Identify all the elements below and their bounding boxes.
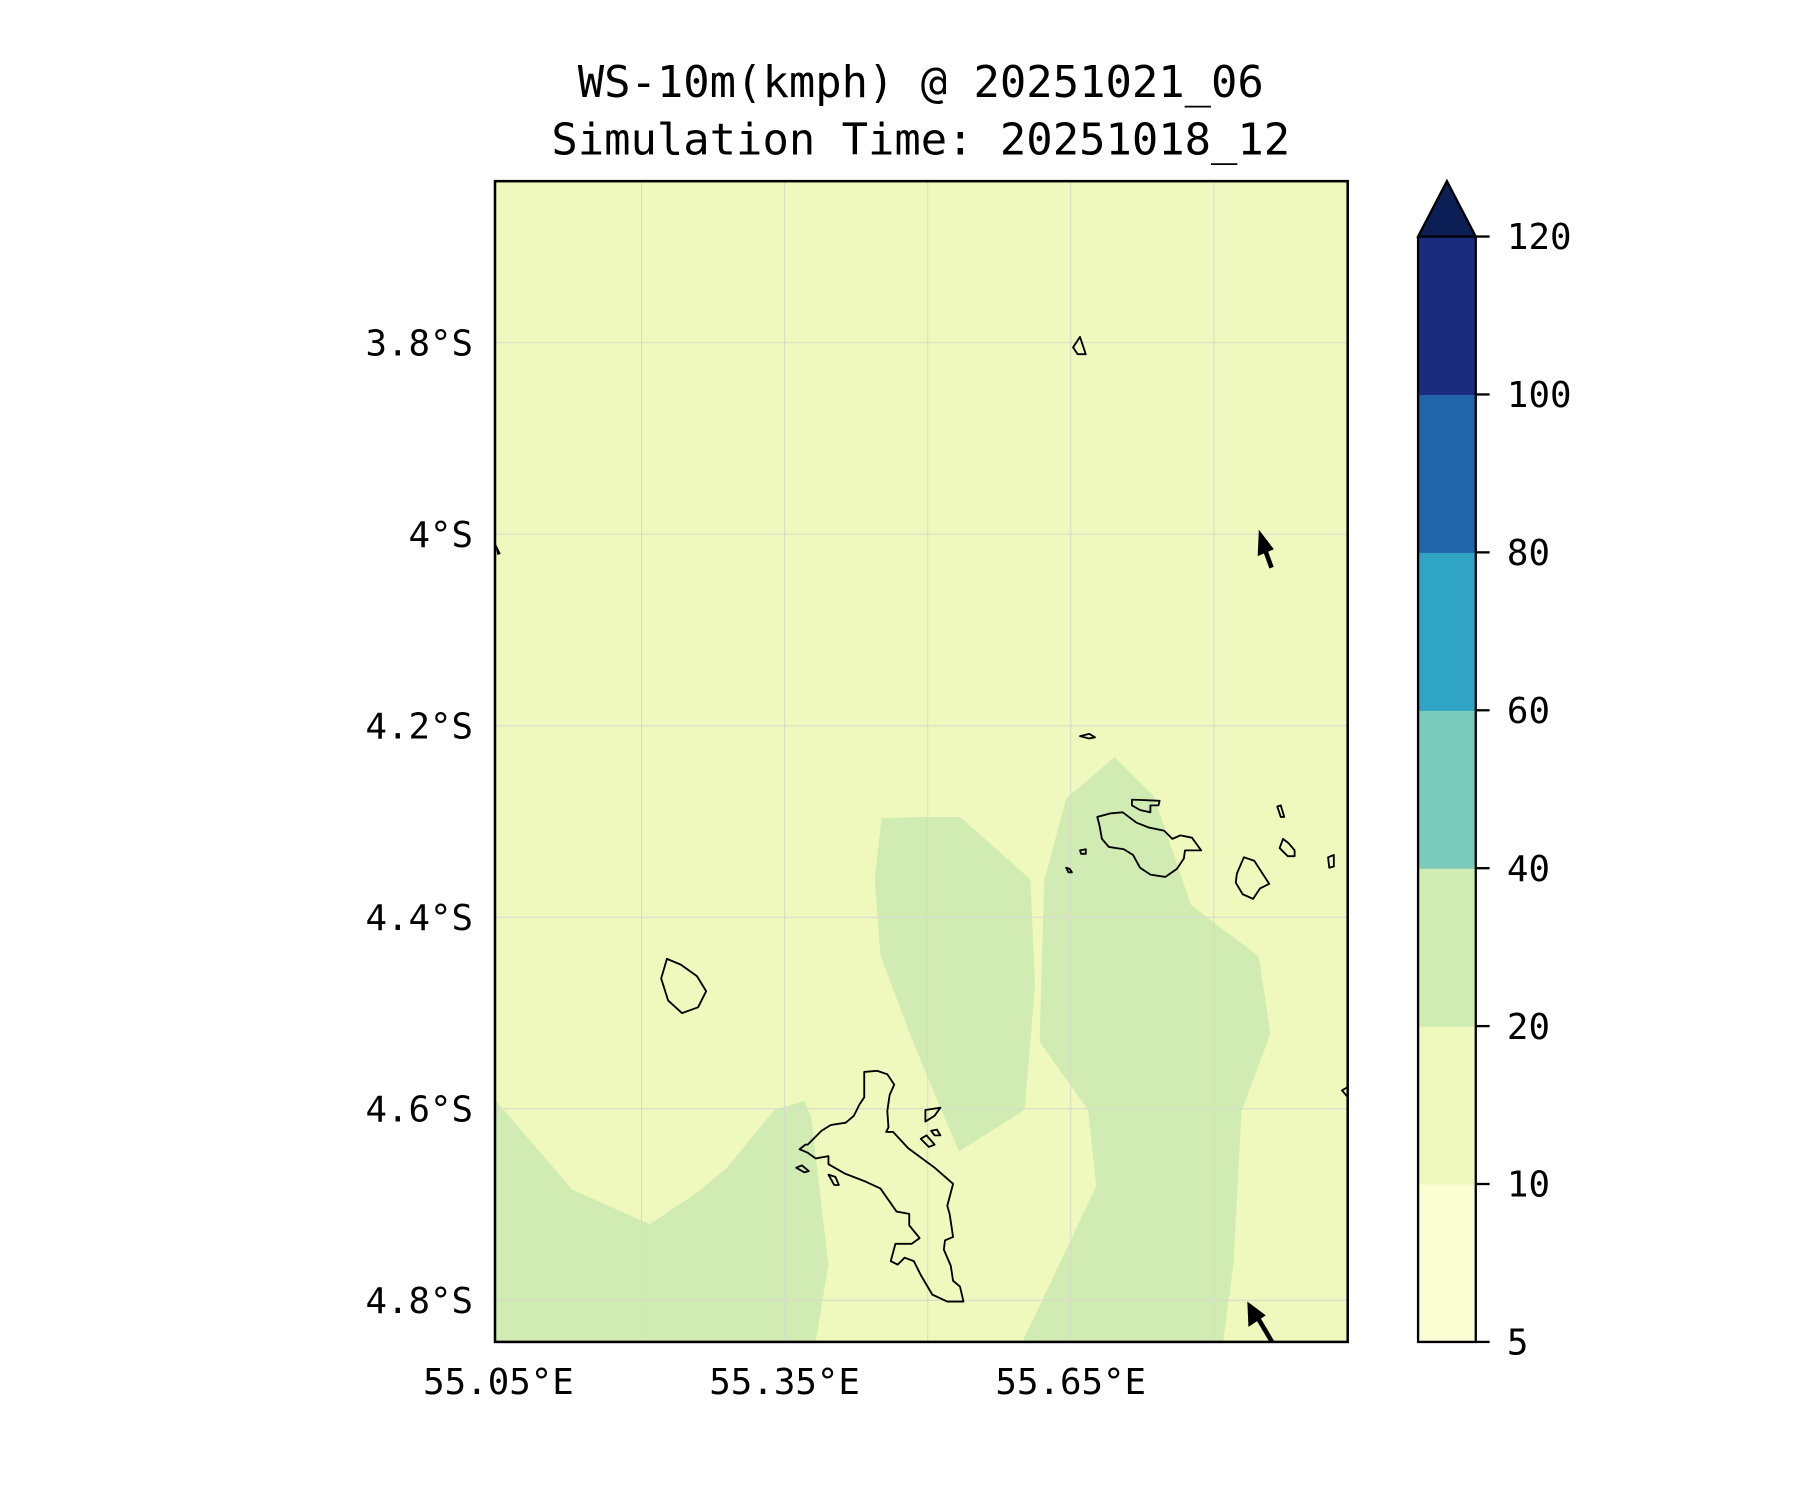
coastline-islet bbox=[827, 1173, 840, 1186]
colorbar-tick-label: 60 bbox=[1507, 691, 1550, 732]
colorbar-segment bbox=[1418, 1026, 1476, 1185]
lat-tick-label: 4.8°S bbox=[365, 1281, 473, 1322]
lat-tick-label: 4°S bbox=[408, 515, 473, 556]
colorbar-segment bbox=[1418, 552, 1476, 711]
colorbar-tick-label: 10 bbox=[1507, 1165, 1550, 1206]
lon-tick-label: 55.35°E bbox=[709, 1362, 860, 1403]
colorbar-extend-arrow bbox=[1416, 178, 1478, 238]
colorbar-tick-label: 100 bbox=[1507, 375, 1572, 416]
colorbar-tick-label: 120 bbox=[1507, 217, 1572, 258]
colorbar-segment bbox=[1418, 236, 1476, 396]
coastline-north-islet bbox=[1072, 336, 1087, 356]
colorbar-segment bbox=[1418, 868, 1476, 1027]
map-area bbox=[494, 181, 1348, 1342]
coastline-silhouette bbox=[660, 957, 708, 1014]
lon-tick-label: 55.65°E bbox=[995, 1362, 1146, 1403]
plot-title-line1: WS-10m(kmph) @ 20251021_06 bbox=[578, 57, 1264, 108]
colorbar-segment bbox=[1418, 710, 1476, 869]
coastline-islet bbox=[1079, 848, 1087, 855]
coastline-islet bbox=[1276, 804, 1286, 818]
latitude-axis: 3.8°S 4°S 4.2°S 4.4°S 4.6°S 4.8°S bbox=[365, 323, 473, 1322]
coastlines bbox=[660, 336, 1348, 1303]
colorbar-tick-label: 80 bbox=[1507, 533, 1550, 574]
colorbar-frame bbox=[1416, 236, 1477, 1344]
gridlines bbox=[494, 181, 1348, 1342]
coastline-islet bbox=[924, 1106, 942, 1123]
longitude-axis: 55.05°E 55.35°E 55.65°E bbox=[423, 1362, 1146, 1403]
coastline-islet bbox=[1278, 837, 1296, 858]
coastline-islet bbox=[1327, 854, 1335, 869]
lon-tick-label: 55.05°E bbox=[423, 1362, 574, 1403]
coastline-la-digue bbox=[1234, 856, 1271, 900]
wind-arrow-icon bbox=[1247, 1301, 1275, 1342]
lat-tick-label: 4.6°S bbox=[365, 1090, 473, 1131]
colorbar-segment bbox=[1418, 394, 1476, 553]
colorbar-tick-label: 20 bbox=[1507, 1007, 1550, 1048]
coastline-curieuse bbox=[1131, 798, 1161, 814]
lat-tick-label: 3.8°S bbox=[365, 323, 473, 364]
coastline-islet bbox=[930, 1128, 942, 1137]
colorbar-segment bbox=[1418, 1184, 1476, 1343]
wind-arrow-icon bbox=[495, 542, 501, 555]
coastline-islet bbox=[919, 1134, 936, 1148]
coastline-islet bbox=[795, 1164, 810, 1174]
contour-patch-20-40-centre bbox=[874, 816, 1035, 1152]
coastline-islet bbox=[1079, 732, 1096, 740]
plot-title-line2: Simulation Time: 20251018_12 bbox=[551, 115, 1290, 166]
colorbar: 5 10 20 40 60 80 100 120 bbox=[1416, 178, 1572, 1364]
contour-patch-20-40-southwest bbox=[494, 1099, 829, 1342]
wind-vectors bbox=[495, 529, 1275, 1342]
coastline-islet bbox=[1065, 866, 1073, 874]
colorbar-tick-label: 5 bbox=[1507, 1323, 1529, 1364]
lat-tick-label: 4.2°S bbox=[365, 706, 473, 747]
wind-arrow-icon bbox=[1257, 529, 1274, 569]
map-frame bbox=[493, 179, 1349, 1344]
coastline-praslin bbox=[1096, 811, 1203, 878]
lat-tick-label: 4.4°S bbox=[365, 898, 473, 939]
coastline-islet bbox=[1341, 1086, 1348, 1099]
contour-patch-20-40-east bbox=[1022, 756, 1271, 1342]
colorbar-tick-label: 40 bbox=[1507, 849, 1550, 890]
coastline-mahe bbox=[798, 1069, 965, 1303]
